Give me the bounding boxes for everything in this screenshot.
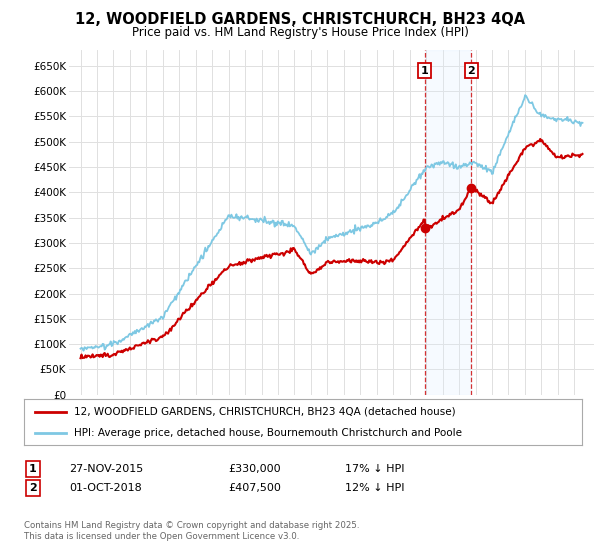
Text: 12, WOODFIELD GARDENS, CHRISTCHURCH, BH23 4QA: 12, WOODFIELD GARDENS, CHRISTCHURCH, BH2… (75, 12, 525, 27)
Text: 27-NOV-2015: 27-NOV-2015 (69, 464, 143, 474)
Text: 12, WOODFIELD GARDENS, CHRISTCHURCH, BH23 4QA (detached house): 12, WOODFIELD GARDENS, CHRISTCHURCH, BH2… (74, 407, 456, 417)
Text: 12% ↓ HPI: 12% ↓ HPI (345, 483, 404, 493)
Text: 2: 2 (467, 66, 475, 76)
Text: £407,500: £407,500 (228, 483, 281, 493)
Text: HPI: Average price, detached house, Bournemouth Christchurch and Poole: HPI: Average price, detached house, Bour… (74, 428, 462, 438)
Text: 1: 1 (421, 66, 428, 76)
Text: 1: 1 (29, 464, 37, 474)
Text: 01-OCT-2018: 01-OCT-2018 (69, 483, 142, 493)
Text: Contains HM Land Registry data © Crown copyright and database right 2025.
This d: Contains HM Land Registry data © Crown c… (24, 521, 359, 540)
Text: Price paid vs. HM Land Registry's House Price Index (HPI): Price paid vs. HM Land Registry's House … (131, 26, 469, 39)
Bar (425, 50, 472, 395)
Text: 2: 2 (29, 483, 37, 493)
Text: £330,000: £330,000 (228, 464, 281, 474)
Text: 17% ↓ HPI: 17% ↓ HPI (345, 464, 404, 474)
